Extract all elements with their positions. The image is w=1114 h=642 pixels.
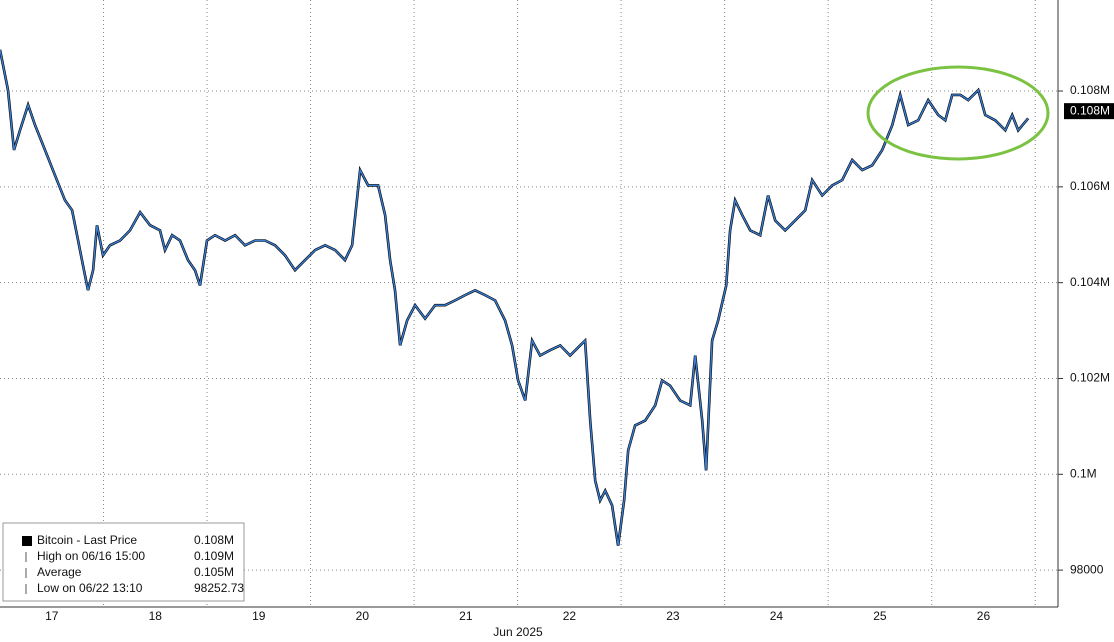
legend-label: High on 06/16 15:00 xyxy=(37,549,145,563)
x-tick-label: 20 xyxy=(356,609,370,623)
legend-label: Low on 06/22 13:10 xyxy=(37,581,143,595)
legend-swatch xyxy=(22,536,32,546)
x-tick-label: 26 xyxy=(977,609,991,623)
x-tick-label: 25 xyxy=(873,609,887,623)
x-axis-title: Jun 2025 xyxy=(493,625,543,639)
x-tick-label: 19 xyxy=(252,609,266,623)
x-tick-label: 22 xyxy=(563,609,577,623)
x-tick-label: 17 xyxy=(45,609,59,623)
legend-label: Average xyxy=(37,565,82,579)
plot xyxy=(0,49,1030,546)
y-tick-label: 0.108M xyxy=(1070,83,1110,97)
axes: 98000 0.1M 0.102M 0.104M 0.106M 0.108M 17 18 19 2… xyxy=(45,83,1114,623)
highlight-ellipse xyxy=(866,65,1050,161)
y-tick-label: 0.106M xyxy=(1070,179,1110,193)
legend-value: 98252.73 xyxy=(194,581,244,595)
x-tick-label: 23 xyxy=(666,609,680,623)
legend-value: 0.108M xyxy=(194,533,234,547)
legend-value: 0.109M xyxy=(194,549,234,563)
legend: Bitcoin - Last Price 0.108M High on 06/16 … xyxy=(2,522,245,602)
y-tick-label: 0.1M xyxy=(1070,466,1097,480)
y-tick-label: 98000 xyxy=(1070,562,1104,576)
line xyxy=(0,49,1029,546)
y-tick-label: 0.102M xyxy=(1070,371,1110,385)
x-tick-label: 24 xyxy=(770,609,784,623)
last-price-label: 0.108M xyxy=(1070,103,1110,117)
last-price-tag xyxy=(1064,103,1114,120)
x-tick-label: 18 xyxy=(149,609,163,623)
legend-box xyxy=(2,522,245,602)
legend-label: Bitcoin - Last Price xyxy=(37,533,137,547)
y-tick-label: 0.104M xyxy=(1070,275,1110,289)
x-tick-label: 21 xyxy=(459,609,473,623)
legend-value: 0.105M xyxy=(194,565,234,579)
